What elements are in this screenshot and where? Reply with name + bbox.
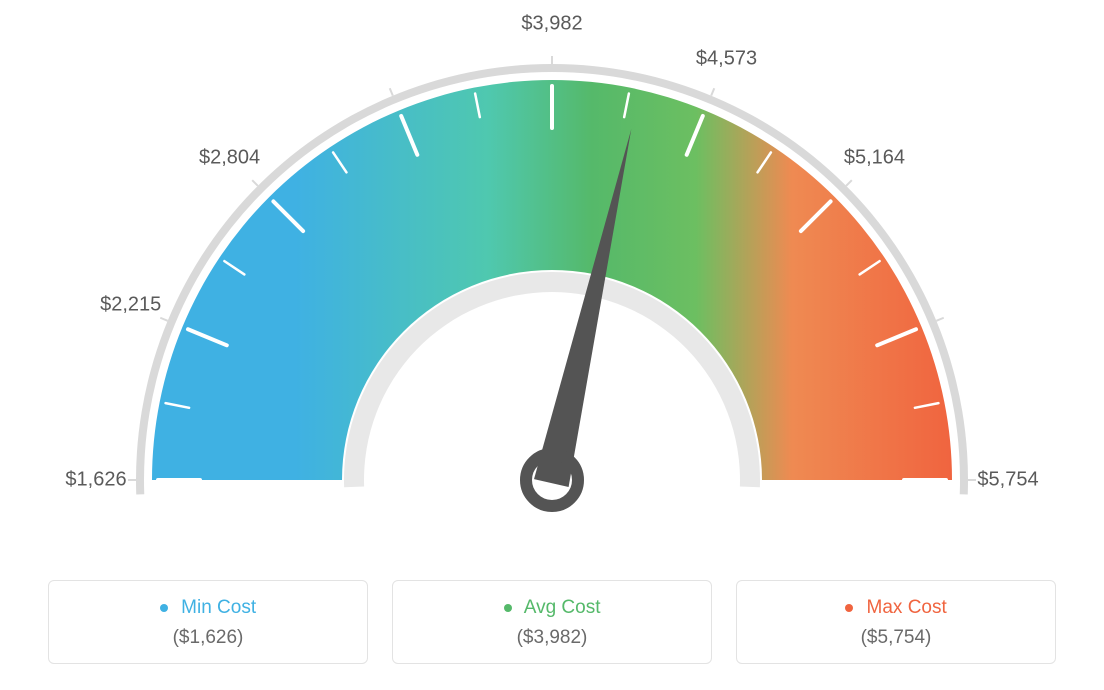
gauge-chart: $1,626$2,215$2,804$3,982$4,573$5,164$5,7… <box>22 20 1082 540</box>
legend-title-text: Avg Cost <box>524 597 601 618</box>
outer-tick <box>252 180 258 186</box>
legend-card-min: Min Cost ($1,626) <box>48 580 368 664</box>
legend-value-avg: ($3,982) <box>393 627 711 649</box>
legend-title-max: Max Cost <box>737 597 1055 619</box>
outer-tick <box>846 180 852 186</box>
dot-icon <box>160 604 168 612</box>
dot-icon <box>845 604 853 612</box>
tick-label: $4,573 <box>696 47 757 70</box>
legend-value-max: ($5,754) <box>737 627 1055 649</box>
legend-row: Min Cost ($1,626) Avg Cost ($3,982) Max … <box>20 580 1084 664</box>
outer-tick <box>936 318 943 321</box>
legend-title-text: Min Cost <box>181 597 256 618</box>
tick-label: $2,804 <box>199 146 260 169</box>
gauge-svg <box>22 20 1082 540</box>
tick-label: $5,164 <box>844 146 905 169</box>
tick-label: $2,215 <box>100 294 161 317</box>
tick-label: $1,626 <box>65 469 126 492</box>
legend-card-max: Max Cost ($5,754) <box>736 580 1056 664</box>
legend-value-min: ($1,626) <box>49 627 367 649</box>
tick-label: $5,754 <box>977 469 1038 492</box>
outer-tick <box>160 318 167 321</box>
outer-tick <box>711 88 714 95</box>
tick-label: $3,982 <box>521 13 582 36</box>
legend-title-min: Min Cost <box>49 597 367 619</box>
dot-icon <box>504 604 512 612</box>
legend-title-text: Max Cost <box>867 597 947 618</box>
legend-title-avg: Avg Cost <box>393 597 711 619</box>
outer-tick <box>390 88 393 95</box>
legend-card-avg: Avg Cost ($3,982) <box>392 580 712 664</box>
